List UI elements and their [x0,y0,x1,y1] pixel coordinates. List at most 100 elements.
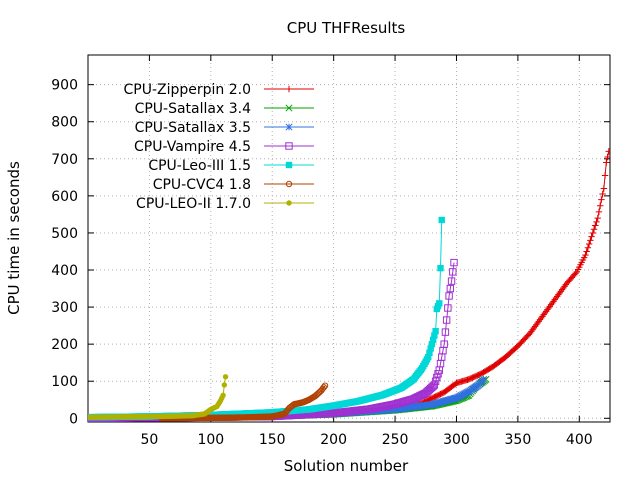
series-point [427,345,434,352]
series-point [587,237,594,244]
series-point [592,222,599,229]
series [88,216,445,421]
series-point [432,327,439,335]
x-tick-label: 100 [197,432,224,448]
y-tick-label: 400 [51,263,78,279]
legend-label: CPU-LEO-II 1.7.0 [136,196,251,212]
series-point [583,248,590,255]
legend-item: CPU-Satallax 3.4 [135,101,314,117]
series-point [222,374,229,380]
series-point [285,142,293,150]
legend-label: CPU-Satallax 3.4 [135,101,252,117]
series-point [285,123,293,131]
y-tick-label: 0 [69,411,78,427]
series-line [89,219,443,418]
x-tick-label: 50 [140,432,158,448]
series-point [433,373,441,382]
x-axis-label: Solution number [284,457,409,475]
x-axis-ticks: 50 100 150 200 250 300 350 400 [140,55,593,448]
x-tick-label: 350 [505,432,532,448]
x-tick-label: 300 [443,432,470,448]
series-point [588,233,595,240]
series-point [321,382,329,389]
series-point [431,332,438,339]
series-point [444,304,452,312]
series-point [584,244,592,251]
legend-label: CPU-Leo-III 1.5 [148,158,251,174]
y-tick-label: 700 [51,152,78,168]
series-point [428,340,436,348]
series-point [446,284,455,293]
legend-label: CPU-CVC4 1.8 [153,177,251,193]
series-point [447,277,456,285]
chart-title: CPU THFResults [287,19,406,37]
series-point [590,226,598,233]
series-point [595,208,603,216]
series-point [285,85,293,93]
series-point [603,159,610,166]
y-tick-label: 100 [51,374,78,390]
series-point [286,200,292,206]
series-point [431,377,440,385]
x-tick-label: 400 [566,432,593,448]
legend: CPU-Zipperpin 2.0 CPU-Satallax 3.4 CPU-Sat… [123,82,314,212]
legend-label: CPU-Zipperpin 2.0 [123,82,251,98]
y-tick-label: 300 [51,300,78,316]
series-point [441,328,450,336]
series [158,382,329,422]
x-tick-label: 250 [382,432,409,448]
y-axis-ticks: 0 100 200 300 400 500 600 700 800 900 [51,78,610,427]
y-tick-label: 600 [51,189,78,205]
series-point [221,382,228,388]
series-point [320,384,328,391]
series-point [605,148,610,155]
y-tick-label: 900 [51,78,78,94]
series-point [445,292,453,300]
series-layer [88,148,610,422]
series-point [438,216,445,224]
series-point [450,258,458,267]
series-point [220,392,226,399]
y-axis-label: CPU time in seconds [5,161,23,315]
plot-frame [87,54,611,423]
series-point [594,214,601,222]
series-point [429,382,437,390]
series-point [434,370,442,378]
legend-label: CPU-Vampire 4.5 [134,139,251,155]
legend-item: CPU-LEO-II 1.7.0 [136,196,314,212]
series-point [479,375,488,383]
legend-item: CPU-Satallax 3.5 [135,120,314,136]
series-point [604,153,610,161]
series-point [599,190,606,198]
y-tick-label: 200 [51,337,78,353]
legend-label: CPU-Satallax 3.5 [135,120,251,136]
series-point [601,172,609,179]
legend-item: CPU-CVC4 1.8 [153,177,314,193]
legend-item: CPU-Zipperpin 2.0 [123,82,314,98]
series-point [596,202,604,209]
series [88,258,458,422]
series-point [598,196,605,203]
grid [88,55,610,422]
legend-item: CPU-Vampire 4.5 [134,139,314,155]
series-point [425,353,432,361]
series-point [449,268,457,276]
series-point [285,104,293,112]
x-tick-label: 150 [259,432,286,448]
series-point [436,300,443,307]
series-point [437,264,444,272]
series-point [600,185,608,192]
series-point [589,229,597,237]
y-tick-label: 800 [51,115,78,131]
series-point [593,218,600,226]
series [88,374,229,420]
x-tick-label: 200 [320,432,347,448]
legend-item: CPU-Leo-III 1.5 [148,158,314,174]
series-point [285,180,293,188]
series-point [585,240,593,248]
series-point [572,270,579,277]
series-line [89,262,455,419]
series-point [285,161,293,169]
series-point [442,316,451,324]
series-point [426,349,433,357]
